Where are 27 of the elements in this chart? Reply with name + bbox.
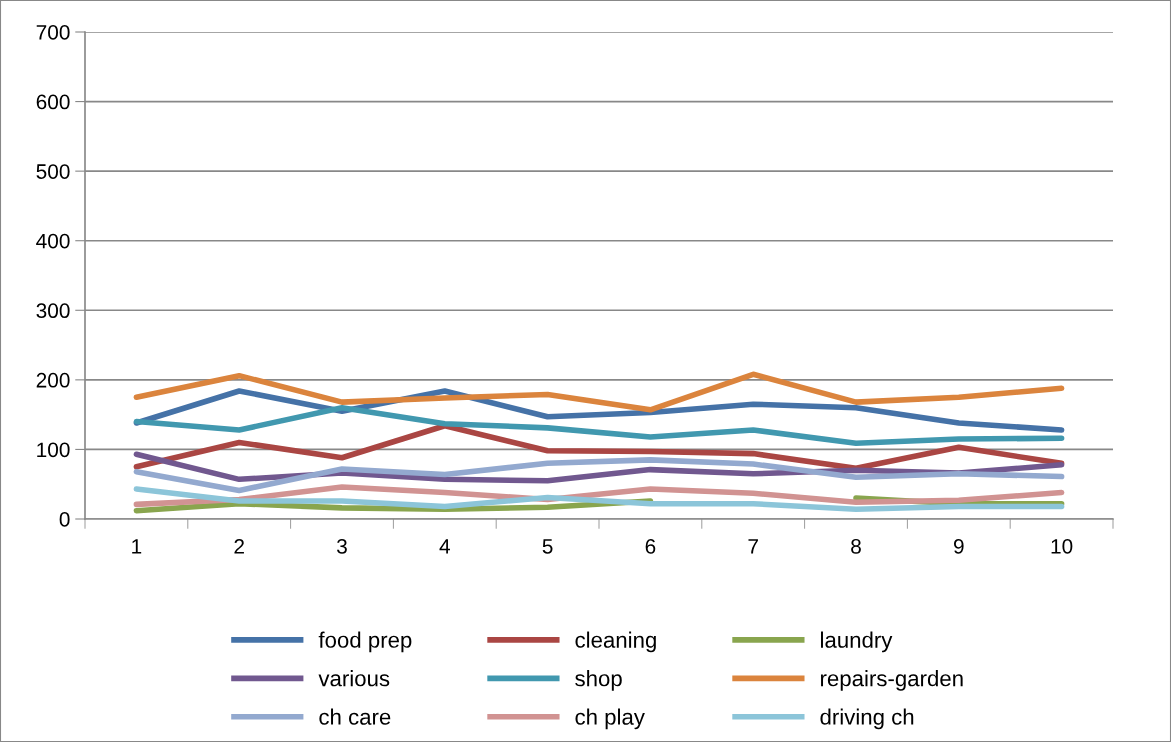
y-tick-label: 0: [59, 512, 70, 527]
x-tick-label: 8: [851, 538, 861, 554]
x-tick-label: 5: [542, 539, 553, 554]
legend-label: repairs-garden: [821, 670, 963, 691]
legend-label: various: [318, 670, 390, 687]
legend-label: laundry: [821, 631, 893, 653]
legend-label: shop: [575, 670, 622, 691]
legend-label: cleaning: [575, 631, 656, 653]
x-tick-label: 3: [337, 538, 347, 554]
x-tick-label: 7: [748, 539, 758, 554]
y-tick-label: 600: [36, 94, 70, 110]
y-tick-label: 500: [36, 164, 70, 179]
y-tick-label: 300: [36, 303, 70, 319]
legend-label: ch play: [575, 708, 645, 730]
x-tick-label: 9: [953, 538, 964, 554]
y-tick-label: 200: [36, 372, 70, 388]
legend-label: food prep: [318, 631, 412, 653]
y-tick-label: 100: [37, 442, 70, 458]
x-tick-label: 6: [645, 538, 656, 554]
y-tick-label: 400: [36, 233, 70, 249]
x-tick-label: 4: [439, 539, 450, 554]
legend-label: ch care: [319, 708, 391, 725]
x-tick-label: 10: [1051, 538, 1073, 554]
legend-label: driving ch: [820, 708, 914, 730]
x-tick-label: 1: [132, 539, 142, 554]
y-tick-label: 700: [36, 25, 70, 40]
x-tick-label: 2: [234, 538, 244, 554]
